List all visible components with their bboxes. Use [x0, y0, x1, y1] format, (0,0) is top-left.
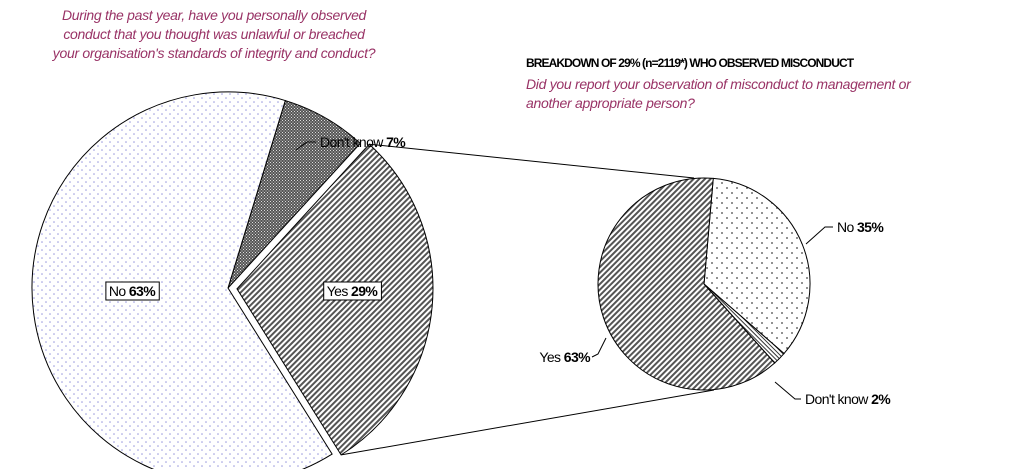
left-question-line-2: conduct that you thought was unlawful or… [63, 26, 365, 42]
left-question-line-3: your organisation's standards of integri… [52, 45, 376, 61]
left-label-yes: Yes 29% [327, 283, 379, 299]
right-question-line-2: another appropriate person? [526, 95, 695, 111]
connector-line-top [369, 143, 695, 179]
right-leader-dont-know [774, 381, 801, 400]
right-question-line-1: Did you report your observation of misco… [526, 76, 911, 92]
left-label-no: No 63% [109, 283, 156, 299]
right-pie-slice-yes [597, 177, 776, 391]
right-chart-question: Did you report your observation of misco… [526, 75, 1017, 113]
right-pie-slice-no [703, 177, 811, 355]
left-chart-question: During the past year, have you personall… [0, 6, 428, 63]
right-label-yes: Yes 63% [539, 349, 591, 365]
right-leader-yes [591, 337, 607, 358]
left-question-line-1: During the past year, have you personall… [61, 7, 367, 23]
right-leader-no [805, 226, 833, 245]
left-label-yes-box [323, 281, 382, 301]
left-label-no-box [105, 281, 160, 301]
right-label-no: No 35% [837, 219, 884, 235]
connector-line-bottom [341, 389, 715, 456]
right-chart-heading: BREAKDOWN OF 29% (n=2119*) WHO OBSERVED … [526, 56, 854, 70]
right-label-dont-know: Don't know 2% [805, 391, 891, 407]
left-leader-dont-know [295, 141, 316, 151]
left-pie-slice-no [31, 91, 333, 469]
left-label-dont-know: Don't know 7% [320, 134, 406, 150]
